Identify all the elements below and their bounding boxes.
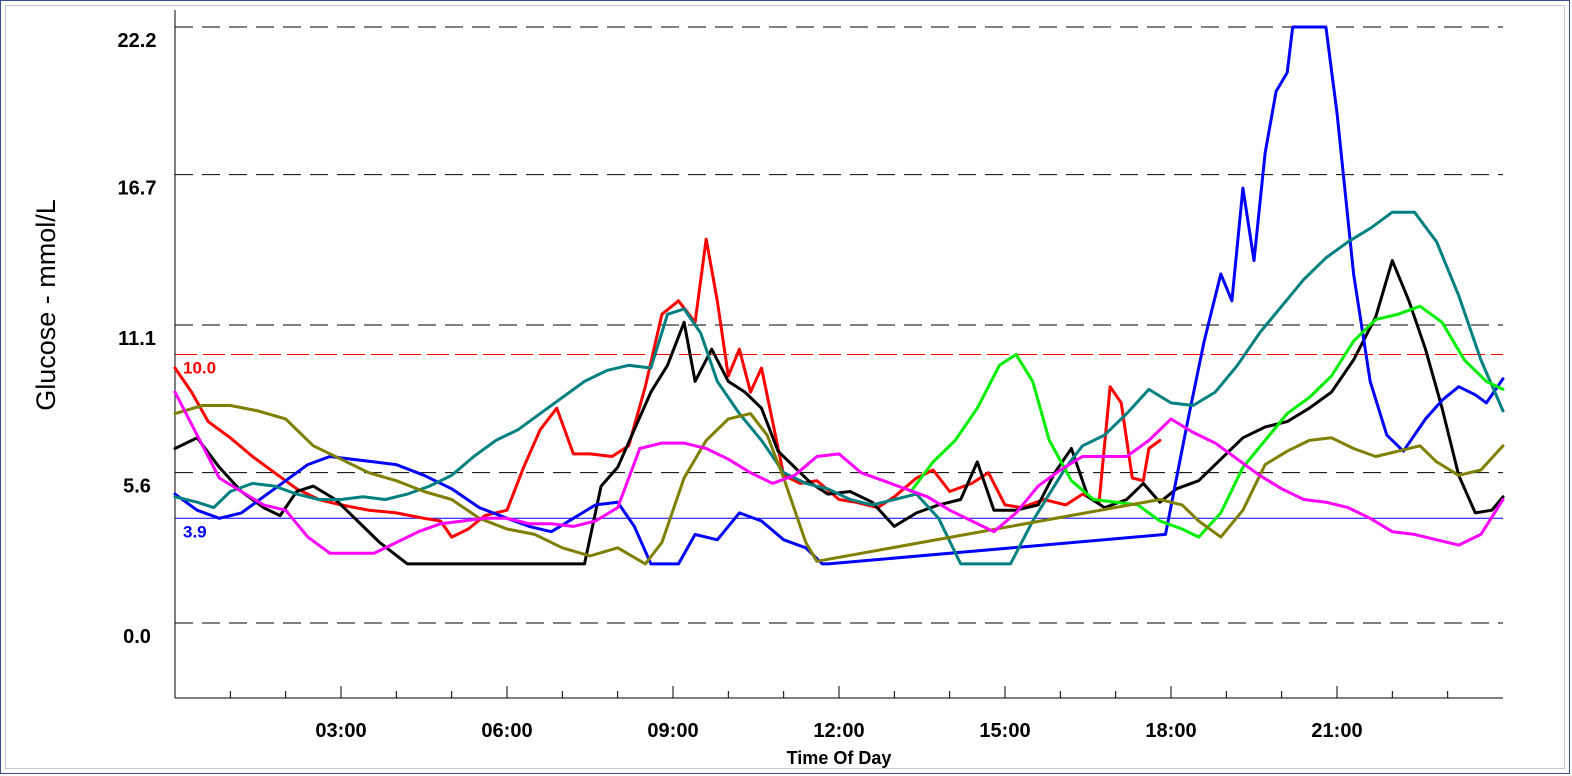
threshold-layer: 10.0 3.9 (175, 354, 1503, 541)
y-axis-title: Glucose - mmol/L (31, 199, 61, 411)
series-line-4 (173, 210, 1505, 566)
x-axis-title: Time Of Day (787, 748, 892, 768)
y-tick-label: 22.2 (118, 30, 157, 52)
series-line-1 (173, 237, 1162, 539)
series-line-6 (173, 404, 1505, 566)
series-line-5 (909, 304, 1505, 539)
x-tick-label: 18:00 (1145, 720, 1196, 742)
y-tick-label: 16.7 (118, 178, 157, 200)
window-inner-border (5, 5, 1565, 769)
x-tick-label: 15:00 (979, 720, 1030, 742)
x-tick-label: 03:00 (315, 720, 366, 742)
threshold-label: 10.0 (183, 359, 216, 378)
threshold-label: 3.9 (183, 522, 207, 541)
x-tick-label: 06:00 (481, 720, 532, 742)
y-tick-label: 11.1 (118, 328, 156, 350)
x-tick-label: 12:00 (813, 720, 864, 742)
series-line-3 (173, 25, 1505, 566)
y-tick-label: 5.6 (123, 476, 151, 498)
series-layer (173, 25, 1505, 566)
x-tick-label: 09:00 (647, 720, 698, 742)
series-line-2 (173, 259, 1505, 566)
x-tick-label: 21:00 (1311, 720, 1362, 742)
ticks-layer: 0.0 5.6 11.1 16.7 22.2 03:00 06:00 09:00 12:00 15… (118, 30, 1449, 742)
series-line-7 (173, 390, 1505, 555)
y-tick-label: 0.0 (123, 626, 151, 648)
axes-layer (174, 10, 1503, 699)
grid-layer (175, 26, 1503, 624)
